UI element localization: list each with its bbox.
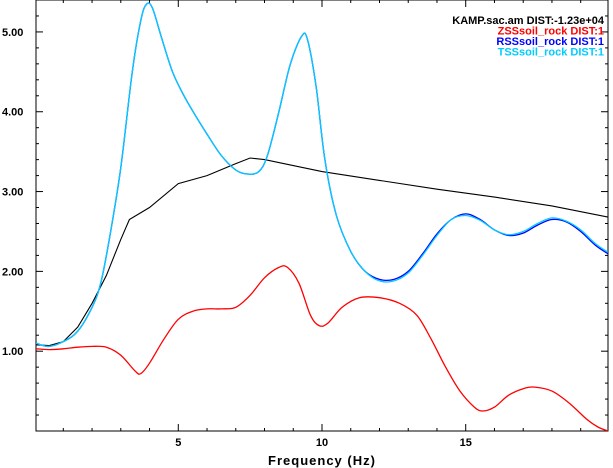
x-tick-label: 15: [460, 437, 472, 449]
y-tick-label: 2.00: [2, 266, 23, 278]
series-line-0: [36, 157, 608, 347]
legend-entry: TSSsoil_rock DIST:1: [498, 47, 604, 59]
y-tick-label: 5.00: [2, 27, 23, 39]
x-tick-label: 10: [316, 437, 328, 449]
y-tick-label: 1.00: [2, 346, 23, 358]
series-layer: [36, 2, 608, 431]
y-tick-label: 3.00: [2, 187, 23, 199]
plot-frame: [35, 0, 609, 432]
legend-entry: ZSSsoil_rock DIST:1: [498, 26, 604, 38]
y-tick-label: 4.00: [2, 107, 23, 119]
x-axis-title: Frequency (Hz): [268, 453, 376, 468]
legend-entry: RSSsoil_rock DIST:1: [496, 36, 604, 48]
legend-entry: KAMP.sac.am DIST:-1.23e+04: [452, 15, 605, 27]
x-tick-label: 5: [175, 437, 181, 449]
ticks-layer: 1.00 2.00 3.00 4.00 5.00 5 10 15: [2, 0, 608, 449]
series-line-3: [36, 2, 608, 348]
series-line-1: [36, 265, 608, 431]
